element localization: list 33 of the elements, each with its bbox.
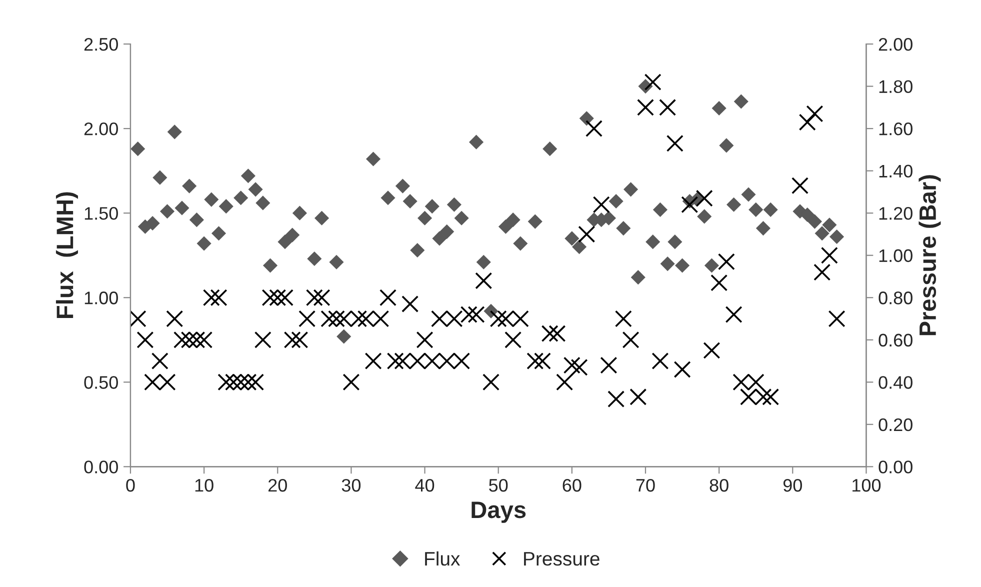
y2-tick-label: 1.00 (879, 249, 912, 262)
y-axis-title: Flux (LMH) (56, 192, 78, 318)
y-tick-label: 1.00 (84, 292, 118, 304)
y-tick-label: 2.00 (84, 122, 118, 136)
legend-label: Flux (425, 551, 460, 566)
legend-label: Pressure (524, 552, 600, 566)
x-tick-label: 0 (126, 478, 135, 492)
y2-axis-title: Pressure (Bar) (918, 175, 941, 336)
x-tick-label: 80 (710, 478, 728, 492)
x-tick-label: 60 (562, 478, 582, 492)
y-tick-label: 2.50 (84, 38, 118, 51)
x-tick-label: 100 (852, 478, 881, 492)
x-axis-title: Days (472, 502, 526, 523)
y-tick-label: 0.50 (84, 376, 118, 389)
y-tick-label: 0.00 (84, 460, 118, 474)
y2-tick-label: 2.00 (878, 38, 912, 51)
y2-tick-label: 0.40 (878, 376, 912, 389)
x-tick-label: 30 (342, 478, 361, 492)
y2-tick-label: 1.40 (879, 164, 912, 178)
y2-tick-label: 1.60 (879, 122, 912, 136)
y2-tick-label: 0.20 (878, 418, 912, 432)
y2-tick-label: 0.60 (878, 334, 912, 347)
x-tick-label: 40 (415, 478, 434, 492)
y2-tick-label: 0.00 (878, 460, 912, 474)
x-tick-label: 90 (783, 478, 802, 492)
y2-tick-label: 1.80 (879, 80, 912, 94)
y2-tick-label: 0.80 (878, 292, 912, 304)
x-tick-label: 10 (195, 478, 214, 492)
y2-tick-label: 1.20 (879, 207, 912, 220)
y-tick-label: 1.50 (84, 207, 118, 220)
x-tick-label: 20 (268, 478, 287, 492)
x-tick-label: 50 (489, 478, 508, 492)
x-tick-label: 70 (636, 478, 655, 492)
